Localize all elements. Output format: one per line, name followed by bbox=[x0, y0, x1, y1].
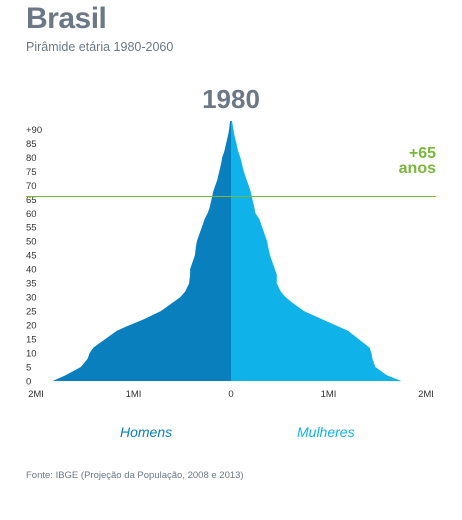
x-tick-label: 1MI bbox=[321, 389, 337, 400]
y-tick-label: 65 bbox=[26, 195, 37, 206]
legend-men: Homens bbox=[120, 424, 173, 440]
y-tick-label: 45 bbox=[26, 251, 37, 262]
y-tick-label: 80 bbox=[26, 153, 37, 164]
page-title: Brasil bbox=[26, 2, 107, 35]
page-subtitle: Pirâmide etária 1980-2060 bbox=[26, 40, 174, 54]
y-tick-label: 25 bbox=[26, 307, 37, 318]
y-tick-label: 50 bbox=[26, 237, 37, 248]
series-area-men bbox=[52, 121, 231, 381]
x-tick-label: 2MI bbox=[28, 389, 44, 400]
series-area-women bbox=[231, 121, 402, 381]
y-tick-label: 15 bbox=[26, 335, 37, 346]
reference-line-label-value: +65 bbox=[408, 145, 436, 162]
chart-title: 1980 bbox=[202, 84, 260, 114]
reference-line-label: +65 anos bbox=[398, 145, 436, 177]
x-tick-label: 2MI bbox=[418, 389, 434, 400]
y-tick-label: 35 bbox=[26, 279, 37, 290]
y-tick-label: 60 bbox=[26, 209, 37, 220]
y-tick-label: 55 bbox=[26, 223, 37, 234]
x-tick-label: 0 bbox=[228, 389, 233, 400]
legend-women: Mulheres bbox=[297, 424, 355, 440]
y-tick-label: 85 bbox=[26, 139, 37, 150]
y-tick-label: 75 bbox=[26, 167, 37, 178]
source-note: Fonte: IBGE (Projeção da População, 2008… bbox=[26, 470, 244, 481]
y-tick-label: 20 bbox=[26, 321, 37, 332]
x-tick-label: 1MI bbox=[126, 389, 142, 400]
y-tick-label: 70 bbox=[26, 181, 37, 192]
reference-line-label-unit: anos bbox=[398, 160, 436, 177]
y-tick-label: 40 bbox=[26, 265, 37, 276]
y-tick-label: 10 bbox=[26, 349, 37, 360]
y-tick-label: 30 bbox=[26, 293, 37, 304]
y-tick-label: 0 bbox=[26, 377, 31, 388]
y-tick-label: +90 bbox=[26, 125, 42, 136]
y-tick-label: 5 bbox=[26, 363, 31, 374]
